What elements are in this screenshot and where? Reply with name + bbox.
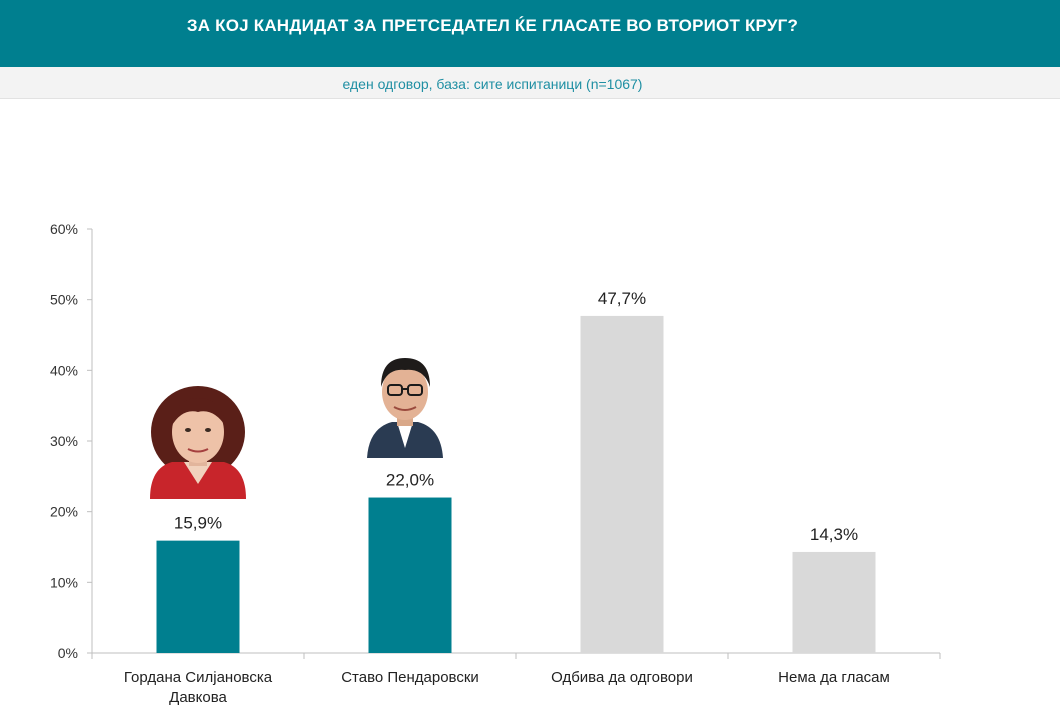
bar xyxy=(368,497,452,653)
man-portrait-icon xyxy=(365,342,445,458)
y-tick-label: 40% xyxy=(50,362,78,378)
y-tick-label: 60% xyxy=(50,221,78,237)
bar-value-label: 15,9% xyxy=(174,514,222,533)
bar-value-label: 14,3% xyxy=(810,525,858,544)
woman-portrait-icon xyxy=(148,386,248,499)
bar-value-label: 22,0% xyxy=(386,471,434,490)
x-tick-label: Ставо Пендаровски xyxy=(341,669,479,686)
y-tick-label: 0% xyxy=(58,645,78,661)
chart-subtitle: еден одговор, база: сите испитаници (n=1… xyxy=(342,76,643,92)
chart-header: ЗА КОЈ КАНДИДАТ ЗА ПРЕТСЕДАТЕЛ ЌЕ ГЛАСАТ… xyxy=(0,0,1060,67)
y-tick-label: 10% xyxy=(50,574,78,590)
chart-category-labels: Гордана Силјановска Давкова Ставо Пендаров… xyxy=(124,669,890,706)
chart-axes: 0% 10% 20% 30% 40% 50% 60% xyxy=(50,221,941,661)
chart-bars xyxy=(156,315,876,653)
y-tick-label: 20% xyxy=(50,504,78,520)
y-tick-label: 50% xyxy=(50,292,78,308)
x-tick-label: Гордана Силјановска Давкова xyxy=(124,669,273,706)
bar xyxy=(156,540,240,653)
chart-subheader: еден одговор, база: сите испитаници (n=1… xyxy=(0,67,1060,99)
chart-data-labels: 15,9% 22,0% 47,7% 14,3% xyxy=(174,289,858,544)
x-tick-label: Одбива да одговори xyxy=(551,669,693,686)
chart-title: ЗА КОЈ КАНДИДАТ ЗА ПРЕТСЕДАТЕЛ ЌЕ ГЛАСАТ… xyxy=(186,16,799,35)
bar xyxy=(792,551,876,653)
bar xyxy=(580,315,664,653)
x-tick-label: Нема да гласам xyxy=(778,669,890,686)
bar-value-label: 47,7% xyxy=(598,289,646,308)
y-tick-label: 30% xyxy=(50,433,78,449)
